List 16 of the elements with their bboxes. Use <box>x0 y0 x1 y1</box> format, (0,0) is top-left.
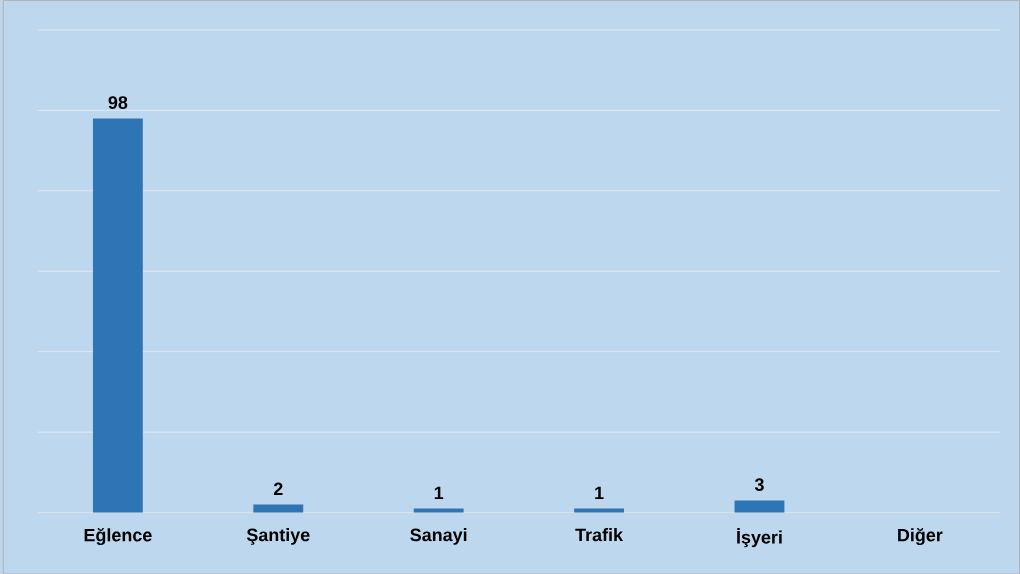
x-tick-label: Sanayi <box>410 527 467 545</box>
data-label: 3 <box>754 478 764 491</box>
data-label: 98 <box>108 95 128 109</box>
bar <box>92 118 143 513</box>
bar <box>253 504 304 513</box>
bar <box>734 500 785 513</box>
x-tick-label: İşyeri <box>737 527 782 547</box>
x-tick-label: Şantiye <box>246 527 310 545</box>
bar <box>413 508 464 513</box>
data-label: 2 <box>273 482 283 495</box>
x-tick-label: Eğlence <box>84 527 152 545</box>
bar <box>574 508 624 513</box>
x-tick-label: Trafik <box>575 527 624 542</box>
x-tick-label: Diğer <box>898 527 943 545</box>
data-label: 1 <box>595 486 604 499</box>
data-label: 1 <box>434 486 444 499</box>
